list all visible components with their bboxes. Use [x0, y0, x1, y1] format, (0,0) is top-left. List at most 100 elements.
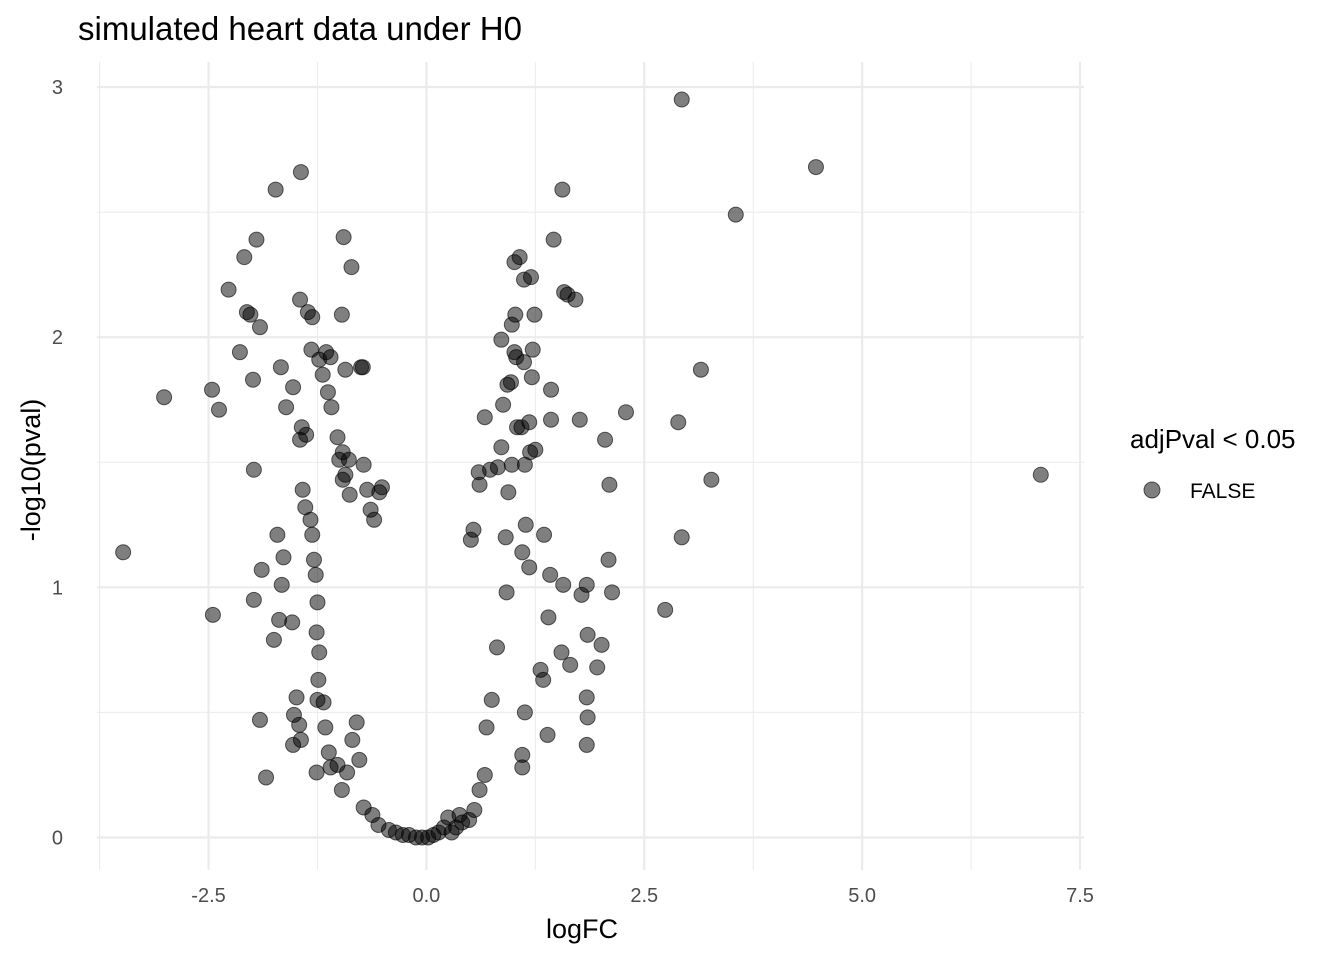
data-point: [335, 229, 352, 246]
data-point: [601, 476, 618, 493]
data-point: [242, 306, 259, 323]
data-point: [341, 486, 358, 503]
data-point: [670, 414, 687, 431]
data-point: [292, 164, 309, 181]
data-point: [673, 91, 690, 108]
data-point: [355, 456, 372, 473]
data-point: [269, 526, 286, 543]
data-point: [542, 566, 559, 583]
legend-key-point: [1143, 481, 1161, 499]
data-point: [673, 529, 690, 546]
data-point: [244, 371, 261, 388]
data-point: [579, 709, 596, 726]
data-point: [308, 764, 325, 781]
data-point: [462, 531, 479, 548]
data-point: [571, 411, 588, 428]
data-point: [617, 404, 634, 421]
data-point: [334, 471, 351, 488]
data-point: [471, 476, 488, 493]
data-point: [573, 586, 590, 603]
data-point: [497, 529, 514, 546]
data-point: [315, 694, 332, 711]
y-tick-label: 2: [52, 327, 63, 349]
data-point: [320, 744, 337, 761]
data-point: [311, 644, 328, 661]
data-point: [535, 671, 552, 688]
data-point: [440, 809, 457, 826]
data-point: [258, 769, 275, 786]
data-point: [156, 389, 173, 406]
data-point: [516, 704, 533, 721]
data-point: [333, 781, 350, 798]
data-point: [559, 286, 576, 303]
x-tick-label: 7.5: [1066, 885, 1094, 907]
data-point: [593, 636, 610, 653]
data-point: [578, 689, 595, 706]
data-point: [245, 591, 262, 608]
data-point: [543, 381, 560, 398]
data-point: [500, 484, 517, 501]
data-point: [285, 379, 302, 396]
data-point: [555, 576, 572, 593]
data-point: [204, 381, 221, 398]
data-point: [344, 731, 361, 748]
data-point: [553, 644, 570, 661]
data-point: [493, 331, 510, 348]
data-point: [248, 231, 265, 248]
data-point: [204, 606, 221, 623]
data-point: [298, 426, 315, 443]
data-point: [333, 306, 350, 323]
data-point: [236, 249, 253, 266]
data-point: [340, 451, 357, 468]
x-tick-label: -2.5: [191, 885, 225, 907]
data-point: [807, 159, 824, 176]
data-point: [273, 576, 290, 593]
data-point: [251, 711, 268, 728]
data-point: [292, 731, 309, 748]
data-point: [540, 609, 557, 626]
data-point: [272, 359, 289, 376]
data-point: [524, 341, 541, 358]
data-point: [495, 396, 512, 413]
data-point: [517, 516, 534, 533]
data-point: [302, 511, 319, 528]
data-point: [493, 439, 510, 456]
data-point: [291, 716, 308, 733]
data-point: [522, 269, 539, 286]
data-point: [305, 551, 322, 568]
data-point: [351, 751, 368, 768]
data-point: [523, 369, 540, 386]
data-point: [251, 319, 268, 336]
data-point: [521, 559, 538, 576]
data-point: [604, 584, 621, 601]
data-point: [476, 409, 493, 426]
data-point: [578, 736, 595, 753]
data-point: [343, 259, 360, 276]
data-point: [231, 344, 248, 361]
data-point: [317, 719, 334, 736]
data-point: [514, 544, 531, 561]
x-axis-title: logFC: [546, 914, 618, 944]
data-point: [323, 399, 340, 416]
data-point: [476, 766, 493, 783]
data-point: [554, 181, 571, 198]
legend: adjPval < 0.05 FALSE: [1130, 424, 1296, 503]
data-point: [220, 281, 237, 298]
data-point: [692, 361, 709, 378]
data-point: [703, 471, 720, 488]
data-point: [288, 689, 305, 706]
data-point: [589, 659, 606, 676]
data-point: [314, 366, 331, 383]
data-point: [265, 631, 282, 648]
data-point: [309, 594, 326, 611]
data-point: [509, 419, 526, 436]
data-point: [600, 551, 617, 568]
data-point: [727, 206, 744, 223]
data-point: [271, 611, 288, 628]
data-point: [278, 399, 295, 416]
legend-title: adjPval < 0.05: [1130, 424, 1296, 454]
data-point: [657, 601, 674, 618]
data-point: [478, 719, 495, 736]
data-point: [245, 461, 262, 478]
data-point: [115, 544, 132, 561]
